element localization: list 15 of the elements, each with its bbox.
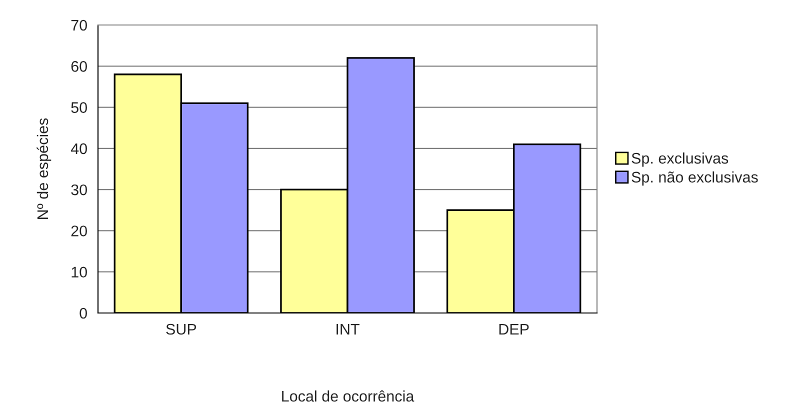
y-tick-label: 70 [71,20,87,31]
y-tick-label: 40 [70,143,87,154]
y-tick-label: 20 [71,226,87,236]
legend-label: Sp. exclusivas [632,152,728,167]
y-tick-label: 50 [71,102,87,113]
y-axis-title: Nº de espécies [36,118,52,219]
legend-label: Sp. não exclusivas [632,171,758,186]
y-tick-label: 60 [71,61,87,72]
x-tick-label: SUP [166,324,196,335]
y-tick-label: 0 [80,308,87,319]
y-tick-label: 30 [71,184,87,196]
x-tick-label: INT [336,324,360,334]
x-axis-title: Local de ocorrência [282,390,414,402]
x-tick-label: DEP [499,324,529,334]
y-tick-label: 10 [72,266,87,278]
